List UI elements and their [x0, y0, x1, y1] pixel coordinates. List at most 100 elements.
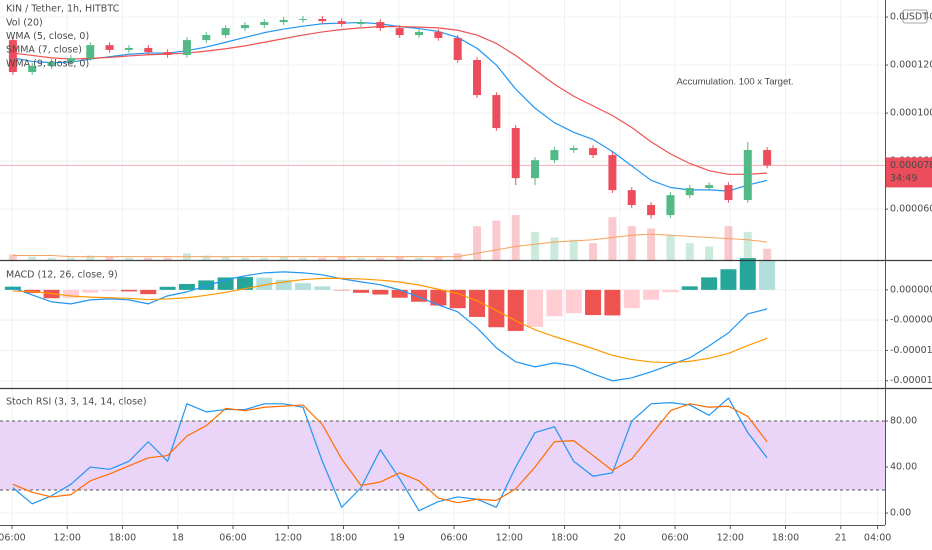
macd-histogram-bar: [604, 289, 621, 316]
volume-bar: [124, 257, 133, 260]
macd-histogram-bar: [101, 289, 118, 292]
candle-body: [415, 31, 424, 36]
candle-body: [627, 190, 636, 206]
volume-bar: [473, 226, 482, 260]
y-tick-label: 0.00006000: [890, 204, 932, 215]
volume-bar: [144, 257, 153, 260]
volume-bar: [356, 257, 365, 260]
volume-bar: [647, 228, 656, 260]
volume-bar: [511, 215, 520, 260]
volume-bar: [569, 239, 578, 260]
stoch-band: [0, 421, 885, 491]
y-tick-label: 40.00: [890, 462, 917, 473]
macd-histogram-bar: [701, 277, 718, 290]
candle-body: [144, 48, 153, 53]
macd-histogram-bar: [314, 286, 331, 290]
x-tick-label: 20: [614, 533, 626, 544]
candle-body: [279, 19, 288, 23]
macd-histogram-bar: [294, 283, 311, 290]
macd-histogram-bar: [507, 289, 524, 331]
volume-bar: [279, 256, 288, 260]
macd-histogram-bar: [120, 289, 137, 292]
candle-body: [608, 155, 617, 191]
volume-bar: [531, 231, 540, 260]
candle-body: [337, 21, 346, 25]
candle-body: [260, 22, 269, 25]
overlay: KIN / Tether, 1h, HITBTC Vol (20) WMA (5, …: [0, 0, 932, 526]
x-tick-label: 18:00: [330, 533, 357, 544]
volume-bar: [66, 257, 75, 260]
candle-body: [124, 48, 133, 50]
volume-bar: [163, 257, 172, 260]
x-tick-label: 06:00: [0, 533, 26, 544]
macd-histogram-bar: [585, 289, 602, 316]
candle-body: [569, 148, 578, 151]
macd-label: MACD (12, 26, close, 9): [6, 270, 118, 281]
volume-bar: [86, 255, 95, 260]
volume-bar: [627, 226, 636, 260]
volume-bar: [492, 220, 501, 260]
y-tick-label: 0.00010000: [890, 108, 932, 119]
candle-body: [763, 150, 772, 166]
last-price-label: 0.00007819: [890, 160, 932, 171]
macd-histogram-bar: [82, 289, 99, 293]
candle-body: [8, 40, 17, 73]
y-tick-label: 0.00000000: [890, 284, 932, 295]
last-price-box: [886, 157, 932, 188]
volume-bar: [705, 246, 714, 260]
candle-body: [453, 37, 462, 61]
candle-body: [221, 28, 230, 36]
macd-histogram-bar: [469, 289, 486, 317]
macd-histogram-bar: [662, 289, 679, 293]
y-tick-label: -0.00000500: [890, 315, 932, 326]
volume-bar: [8, 254, 17, 260]
macd-histogram-bar: [140, 289, 157, 295]
candle-body: [163, 52, 172, 55]
macd-histogram-bar: [352, 289, 369, 293]
volume-bar: [415, 257, 424, 260]
macd-histogram-bar: [372, 289, 389, 295]
candle-body: [318, 18, 327, 22]
macd-histogram-bar: [739, 258, 756, 290]
currency-tag: [902, 9, 928, 24]
macd-histogram-bar: [759, 260, 776, 290]
volume-bar: [28, 256, 37, 260]
candle-body: [298, 18, 307, 20]
x-tick-label: 19: [393, 533, 405, 544]
y-tick-label: -0.00001500: [890, 375, 932, 386]
candle-body: [47, 61, 56, 67]
candle-body: [86, 45, 95, 59]
candle-body: [395, 28, 404, 36]
currency-tag-label: USDT: [902, 12, 928, 23]
volume-bar: [550, 237, 559, 260]
x-tick-label: 12:00: [275, 533, 302, 544]
volume-bar: [685, 243, 694, 260]
y-tick-label: 0.00: [890, 508, 911, 519]
macd-histogram-bar: [565, 289, 582, 314]
x-tick-label: 12:00: [54, 533, 81, 544]
stoch-line: [12, 397, 768, 512]
chart-title: KIN / Tether, 1h, HITBTC: [6, 4, 120, 15]
volume-bar: [376, 257, 385, 260]
volume-bar: [743, 231, 752, 260]
macd-histogram-bar: [546, 289, 563, 317]
volume-bar: [608, 217, 617, 260]
x-tick-label: 12:00: [717, 533, 744, 544]
macd-histogram-bar: [430, 289, 447, 306]
countdown-label: 34:49: [890, 173, 917, 184]
candle-body: [724, 185, 733, 200]
macd-line: [12, 271, 768, 382]
moving-average-line: [12, 26, 768, 175]
x-tick-label: 18:00: [109, 533, 136, 544]
candle-body: [66, 58, 75, 62]
candle-body: [473, 60, 482, 96]
annotation: Accumulation. 100 x Target.: [676, 77, 793, 88]
x-tick-label: 04:00: [864, 533, 891, 544]
stoch-label: Stoch RSI (3, 3, 14, 14, close): [6, 397, 147, 408]
macd-histogram-bar: [391, 289, 408, 298]
volume-bar: [260, 257, 269, 260]
y-tick-label: 0.00012000: [890, 60, 932, 71]
volume-ma-line: [12, 233, 768, 258]
